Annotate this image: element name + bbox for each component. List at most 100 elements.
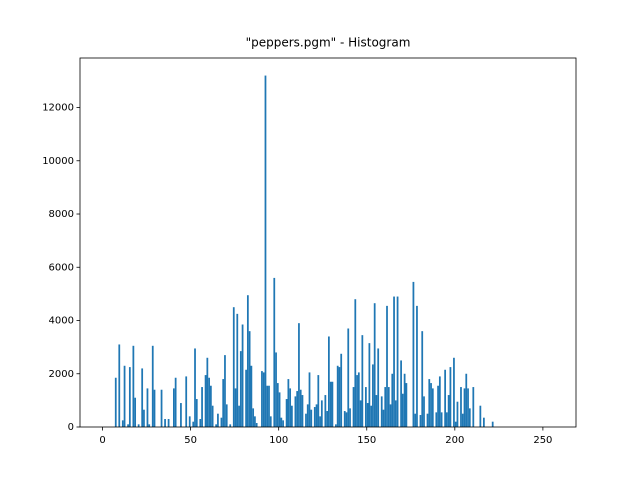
bar [414, 413, 417, 427]
bar [467, 388, 469, 427]
bar [262, 372, 265, 427]
bar [222, 379, 225, 427]
bar [340, 353, 343, 427]
bar [440, 412, 443, 427]
bar [192, 421, 195, 427]
bar [319, 416, 321, 427]
x-tick-label: 150 [357, 435, 376, 446]
bar [387, 387, 390, 427]
bar [220, 417, 223, 427]
bar [164, 419, 166, 427]
bar [416, 305, 418, 427]
bar [232, 307, 235, 427]
bar [421, 331, 424, 427]
bar [423, 396, 425, 427]
bar [391, 373, 394, 427]
bar [428, 379, 431, 427]
bar [394, 400, 397, 427]
y-tick-label: 6000 [49, 262, 74, 273]
bar [343, 411, 346, 427]
bar [146, 388, 149, 427]
bar [380, 396, 383, 427]
bar [368, 343, 371, 427]
bar [324, 395, 327, 427]
bar [426, 413, 429, 427]
x-tick-label: 200 [445, 435, 464, 446]
bar [386, 305, 388, 427]
bar [308, 372, 311, 427]
bar [331, 381, 334, 427]
bar [382, 409, 385, 427]
bar [215, 424, 218, 427]
bar [289, 388, 292, 427]
bar [483, 417, 485, 427]
bar [123, 365, 126, 427]
bar [349, 408, 351, 427]
bar [412, 281, 415, 427]
bar [449, 367, 452, 427]
bar [250, 365, 253, 427]
bar [491, 421, 494, 427]
bar [345, 412, 348, 427]
y-tick-label: 10000 [42, 156, 74, 167]
bar [315, 404, 318, 427]
bar [206, 357, 209, 427]
bar [463, 388, 466, 427]
bar [180, 403, 182, 427]
bar [460, 387, 462, 427]
bar [194, 348, 196, 427]
bar [199, 419, 202, 427]
bar [280, 417, 283, 427]
bar [329, 381, 332, 427]
bar [245, 369, 247, 427]
x-tick-label: 0 [99, 435, 105, 446]
bar [246, 295, 249, 427]
x-tick-label: 250 [533, 435, 552, 446]
bar [373, 303, 376, 427]
bar [188, 416, 191, 427]
bar [217, 413, 219, 427]
bar [238, 405, 240, 427]
bar [127, 424, 129, 427]
bar [301, 395, 304, 427]
bar [359, 400, 362, 427]
bar [310, 409, 313, 427]
bar [143, 409, 145, 427]
axes-frame [79, 57, 577, 428]
bar [208, 377, 210, 427]
bar [317, 375, 320, 427]
y-tick-label: 8000 [49, 209, 74, 220]
bar [393, 296, 395, 427]
bar [252, 408, 255, 427]
bar [472, 387, 475, 427]
bar [384, 387, 387, 427]
bar [174, 377, 177, 427]
bar [254, 416, 256, 427]
bar [173, 388, 175, 427]
bar [438, 376, 441, 427]
bar [195, 399, 198, 427]
bar [479, 405, 482, 427]
bar [401, 393, 404, 427]
bar [141, 368, 144, 427]
bar [211, 405, 214, 427]
bar [239, 351, 242, 427]
bar [151, 345, 154, 427]
bar [400, 360, 402, 427]
bar [287, 379, 290, 427]
bar [167, 419, 170, 427]
bar [461, 413, 464, 427]
bar [282, 420, 284, 427]
bar [291, 405, 293, 427]
bar [261, 371, 263, 427]
bar [264, 75, 267, 428]
bar [328, 336, 330, 427]
bar [204, 375, 207, 427]
bar [236, 313, 239, 427]
bar [419, 415, 422, 427]
bar [285, 399, 288, 427]
bar [361, 335, 364, 427]
bar [446, 412, 448, 427]
bar [456, 401, 459, 427]
